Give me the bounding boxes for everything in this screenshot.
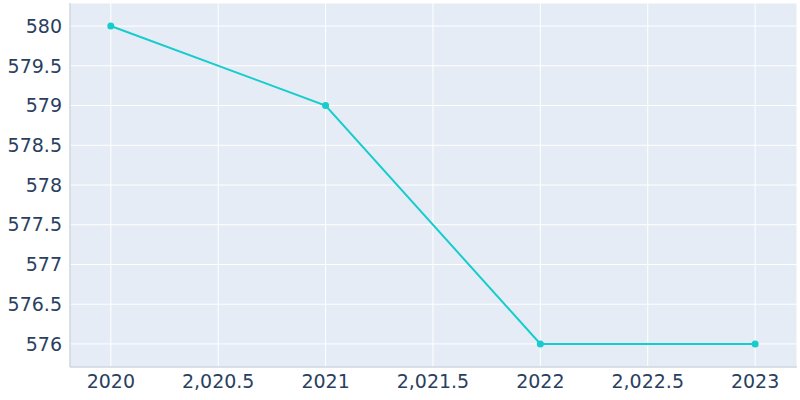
svg-text:579: 579 — [26, 94, 62, 116]
svg-text:2,020.5: 2,020.5 — [182, 370, 255, 392]
svg-text:2020: 2020 — [87, 370, 135, 392]
svg-text:579.5: 579.5 — [8, 55, 62, 77]
svg-text:576: 576 — [26, 333, 62, 355]
svg-text:2,022.5: 2,022.5 — [611, 370, 684, 392]
svg-text:2021: 2021 — [301, 370, 349, 392]
svg-text:577: 577 — [26, 253, 62, 275]
svg-text:2023: 2023 — [731, 370, 779, 392]
svg-text:576.5: 576.5 — [8, 293, 62, 315]
svg-text:2022: 2022 — [516, 370, 564, 392]
svg-text:578: 578 — [26, 174, 62, 196]
svg-text:578.5: 578.5 — [8, 134, 62, 156]
svg-text:2,021.5: 2,021.5 — [397, 370, 470, 392]
svg-text:577.5: 577.5 — [8, 213, 62, 235]
svg-text:580: 580 — [26, 15, 62, 37]
